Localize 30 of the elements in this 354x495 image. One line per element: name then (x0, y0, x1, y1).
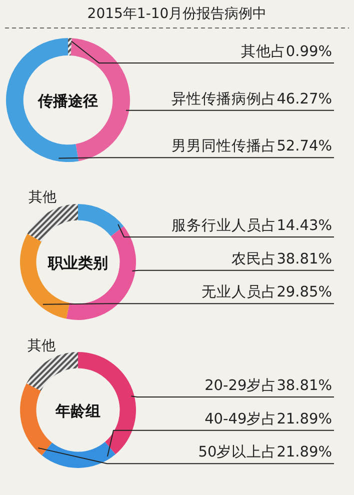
slice-label: 无业人员 (202, 284, 262, 301)
text: 职业类别 (47, 254, 108, 272)
text: 传播途径 (37, 92, 98, 110)
data-label: 占38.81% (262, 377, 332, 394)
slice-label: 50岁以上 (198, 444, 262, 461)
text: 2015年1-10月份报告病例中 (87, 6, 267, 22)
donut-slice (42, 442, 116, 468)
data-label: 占14.43% (262, 217, 332, 234)
slice-label: 农民 (232, 251, 262, 268)
data-label: 占21.89% (262, 444, 332, 461)
text: 年龄组 (54, 402, 100, 420)
slice-label: 20-29岁 (204, 377, 262, 394)
slice-label: 其他 (240, 43, 271, 60)
slice-label: 男男同性传播 (172, 138, 262, 155)
donut-slice (27, 204, 78, 242)
data-label: 占0.99% (270, 43, 332, 60)
donut-slice (26, 352, 78, 391)
donut-slice (20, 383, 52, 456)
data-label: 占38.81% (262, 250, 332, 268)
slice-label: 40-49岁 (204, 410, 262, 428)
slice-label: 其他 (28, 190, 57, 206)
donut-slice (68, 38, 72, 56)
data-label: 占46.27% (262, 90, 332, 108)
data-label: 占29.85% (262, 284, 332, 301)
slice-label: 其他 (28, 338, 56, 354)
data-label: 占52.74% (262, 138, 332, 155)
slice-label: 服务行业人员 (172, 217, 262, 234)
donut-slice (78, 204, 124, 236)
slice-label: 异性传播病例 (172, 90, 262, 108)
data-label: 占21.89% (262, 410, 332, 428)
